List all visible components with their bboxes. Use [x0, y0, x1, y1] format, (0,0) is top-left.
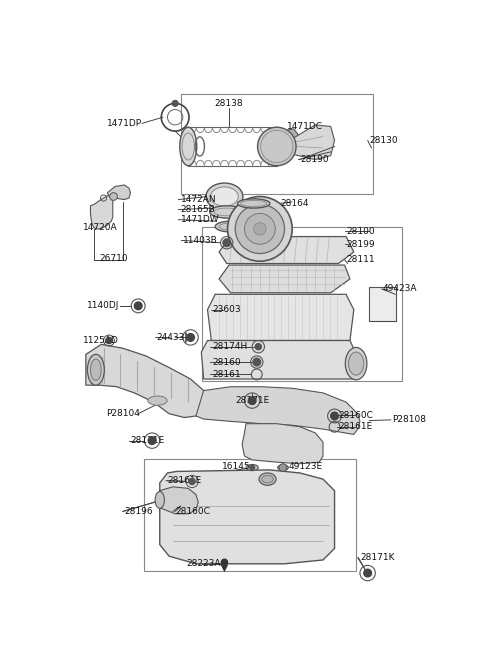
Text: 28161E: 28161E	[168, 476, 202, 485]
Polygon shape	[242, 424, 323, 464]
Polygon shape	[160, 470, 335, 564]
Circle shape	[110, 193, 118, 200]
Text: 28160C: 28160C	[175, 507, 210, 516]
Text: 28164: 28164	[281, 199, 309, 208]
Circle shape	[187, 334, 194, 341]
Text: 28171E: 28171E	[235, 396, 269, 405]
Text: 28100: 28100	[346, 227, 375, 236]
Text: 28111: 28111	[346, 255, 375, 264]
Text: 1472AN: 1472AN	[180, 195, 216, 204]
Ellipse shape	[90, 359, 101, 380]
Polygon shape	[282, 129, 299, 145]
Polygon shape	[201, 340, 355, 379]
Polygon shape	[90, 195, 113, 229]
Circle shape	[235, 204, 285, 253]
Bar	[369, 287, 396, 321]
Text: 49423A: 49423A	[383, 285, 418, 293]
Bar	[202, 228, 402, 381]
Text: 28223A: 28223A	[186, 560, 221, 568]
Ellipse shape	[87, 354, 104, 385]
Circle shape	[248, 397, 256, 405]
Ellipse shape	[210, 206, 244, 218]
Circle shape	[250, 465, 254, 470]
Text: 28190: 28190	[300, 155, 328, 164]
Text: 28171E: 28171E	[131, 436, 165, 445]
Circle shape	[253, 358, 261, 366]
Text: P28108: P28108	[392, 415, 426, 424]
Circle shape	[221, 559, 228, 565]
Ellipse shape	[277, 465, 288, 470]
Text: 28138: 28138	[215, 99, 243, 108]
Polygon shape	[292, 125, 335, 159]
Ellipse shape	[148, 396, 167, 405]
Polygon shape	[207, 295, 354, 340]
Circle shape	[223, 239, 230, 247]
Ellipse shape	[246, 464, 258, 470]
Bar	[144, 459, 356, 571]
Circle shape	[331, 412, 338, 420]
Text: 28160: 28160	[212, 358, 241, 367]
Ellipse shape	[238, 199, 270, 208]
Text: 28199: 28199	[346, 240, 375, 249]
Polygon shape	[219, 237, 354, 264]
Polygon shape	[160, 487, 198, 514]
Circle shape	[172, 100, 178, 106]
Text: 16145: 16145	[222, 462, 251, 470]
Ellipse shape	[348, 352, 364, 375]
Text: 23603: 23603	[212, 305, 241, 314]
Text: 1125AD: 1125AD	[83, 336, 119, 345]
Circle shape	[148, 437, 156, 445]
Circle shape	[106, 337, 112, 344]
Text: 28196: 28196	[124, 507, 153, 516]
Text: 28174H: 28174H	[212, 342, 247, 351]
Circle shape	[244, 213, 275, 244]
Ellipse shape	[345, 348, 367, 380]
Ellipse shape	[215, 221, 246, 232]
Text: P28104: P28104	[106, 409, 140, 418]
Text: 1140DJ: 1140DJ	[87, 301, 120, 310]
Circle shape	[134, 302, 142, 310]
Bar	[180, 94, 373, 194]
Polygon shape	[86, 344, 206, 417]
Text: 1471DW: 1471DW	[180, 215, 219, 224]
Ellipse shape	[155, 491, 164, 508]
Ellipse shape	[262, 475, 273, 483]
Text: 24433: 24433	[156, 333, 184, 342]
Ellipse shape	[259, 473, 276, 485]
Ellipse shape	[206, 183, 243, 210]
Ellipse shape	[180, 127, 197, 166]
Polygon shape	[221, 565, 228, 571]
Text: 28130: 28130	[369, 136, 398, 145]
Circle shape	[279, 464, 287, 472]
Text: 28165B: 28165B	[180, 205, 216, 214]
Text: 28161: 28161	[212, 370, 241, 379]
Text: 28171K: 28171K	[360, 553, 395, 562]
Circle shape	[228, 197, 292, 261]
Circle shape	[364, 569, 372, 577]
Text: 1471DC: 1471DC	[287, 122, 323, 131]
Text: 28161E: 28161E	[338, 422, 372, 431]
Text: 28160C: 28160C	[338, 411, 373, 420]
Polygon shape	[219, 265, 350, 293]
Polygon shape	[108, 185, 131, 199]
Circle shape	[258, 127, 296, 166]
Text: 14720A: 14720A	[83, 223, 118, 232]
Text: 1471DP: 1471DP	[107, 119, 142, 128]
Circle shape	[255, 344, 262, 350]
Text: 11403B: 11403B	[183, 236, 217, 245]
Text: 49123E: 49123E	[288, 462, 323, 470]
Circle shape	[254, 222, 266, 235]
Ellipse shape	[211, 187, 238, 206]
Circle shape	[189, 478, 195, 485]
Polygon shape	[196, 387, 360, 434]
Text: 26710: 26710	[99, 254, 128, 262]
